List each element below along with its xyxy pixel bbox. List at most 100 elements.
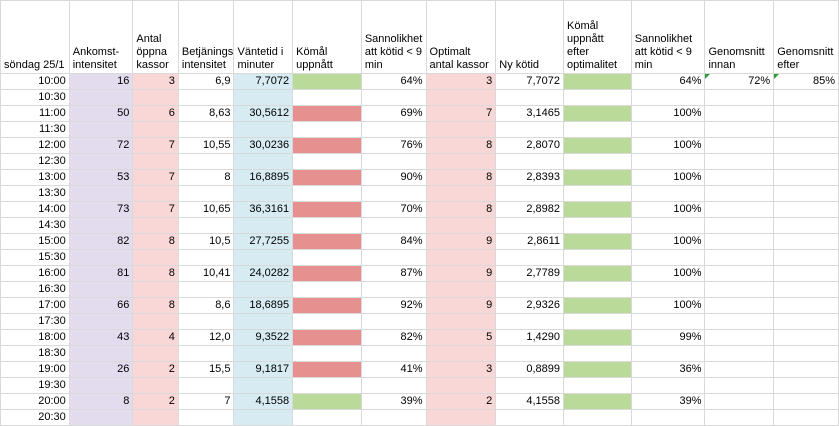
cell-time[interactable]: 14:00 (0, 201, 70, 218)
cell-goal-met-after[interactable] (562, 409, 632, 426)
cell-optimal-registers[interactable]: 9 (425, 233, 497, 250)
cell-goal-met[interactable] (292, 201, 362, 218)
cell-wait-time[interactable] (233, 409, 294, 426)
cell-new-wait[interactable] (495, 313, 564, 330)
cell-new-wait[interactable]: 7,7072 (495, 73, 564, 90)
cell-time[interactable]: 12:30 (0, 153, 70, 170)
cell-probability-after[interactable] (630, 281, 706, 298)
cell-new-wait[interactable]: 2,7789 (495, 265, 564, 282)
cell-service-rate[interactable] (177, 249, 235, 266)
cell-avg-after[interactable] (773, 153, 839, 170)
cell-goal-met[interactable] (292, 233, 362, 250)
cell-goal-met[interactable] (292, 137, 362, 154)
cell-probability-after[interactable] (630, 217, 706, 234)
cell-new-wait[interactable]: 2,8393 (495, 169, 564, 186)
cell-time[interactable]: 14:30 (0, 217, 70, 234)
cell-goal-met[interactable] (292, 329, 362, 346)
cell-wait-time[interactable] (233, 313, 294, 330)
cell-goal-met-after[interactable] (562, 313, 632, 330)
cell-open-registers[interactable]: 7 (132, 201, 179, 218)
cell-open-registers[interactable]: 6 (132, 105, 179, 122)
cell-probability-after[interactable]: 99% (630, 329, 706, 346)
cell-goal-met[interactable] (292, 297, 362, 314)
cell-wait-time[interactable]: 7,7072 (233, 73, 294, 90)
cell-avg-before[interactable] (704, 361, 775, 378)
cell-avg-before[interactable] (704, 409, 775, 426)
cell-wait-time[interactable]: 30,5612 (233, 105, 294, 122)
cell-wait-time[interactable]: 30,0236 (233, 137, 294, 154)
cell-avg-before[interactable] (704, 185, 775, 202)
header-cell-probability[interactable]: Sannolikhet att kötid < 9 min (360, 0, 427, 74)
cell-new-wait[interactable]: 1,4290 (495, 329, 564, 346)
cell-service-rate[interactable] (177, 377, 235, 394)
cell-new-wait[interactable] (495, 249, 564, 266)
cell-avg-after[interactable] (773, 297, 839, 314)
cell-new-wait[interactable] (495, 345, 564, 362)
cell-probability[interactable]: 69% (360, 105, 427, 122)
cell-goal-met[interactable] (292, 361, 362, 378)
cell-probability-after[interactable]: 64% (630, 73, 706, 90)
cell-probability[interactable] (360, 249, 427, 266)
cell-goal-met-after[interactable] (562, 265, 632, 282)
cell-optimal-registers[interactable] (425, 89, 497, 106)
cell-avg-before[interactable]: 72% (704, 73, 775, 90)
cell-wait-time[interactable] (233, 121, 294, 138)
header-cell-arrival[interactable]: Ankomst- intensitet (68, 0, 134, 74)
cell-goal-met-after[interactable] (562, 249, 632, 266)
cell-optimal-registers[interactable]: 8 (425, 201, 497, 218)
cell-open-registers[interactable] (132, 89, 179, 106)
cell-optimal-registers[interactable] (425, 185, 497, 202)
cell-time[interactable]: 16:00 (0, 265, 70, 282)
cell-avg-before[interactable] (704, 233, 775, 250)
cell-service-rate[interactable]: 6,9 (177, 73, 235, 90)
cell-new-wait[interactable] (495, 185, 564, 202)
cell-arrival[interactable] (68, 313, 134, 330)
cell-service-rate[interactable] (177, 185, 235, 202)
cell-avg-after[interactable] (773, 265, 839, 282)
cell-goal-met-after[interactable] (562, 377, 632, 394)
cell-wait-time[interactable] (233, 345, 294, 362)
cell-optimal-registers[interactable]: 8 (425, 169, 497, 186)
cell-time[interactable]: 11:30 (0, 121, 70, 138)
cell-time[interactable]: 20:30 (0, 409, 70, 426)
cell-probability[interactable]: 70% (360, 201, 427, 218)
cell-probability[interactable] (360, 345, 427, 362)
cell-probability-after[interactable]: 36% (630, 361, 706, 378)
cell-time[interactable]: 15:30 (0, 249, 70, 266)
cell-goal-met-after[interactable] (562, 137, 632, 154)
cell-new-wait[interactable] (495, 281, 564, 298)
cell-new-wait[interactable] (495, 89, 564, 106)
cell-arrival[interactable]: 26 (68, 361, 134, 378)
cell-probability-after[interactable]: 100% (630, 297, 706, 314)
cell-service-rate[interactable]: 10,5 (177, 233, 235, 250)
cell-avg-before[interactable] (704, 105, 775, 122)
cell-arrival[interactable]: 16 (68, 73, 134, 90)
header-cell-goal-met-after[interactable]: Kömål uppnått efter optimalitet (562, 0, 632, 74)
cell-open-registers[interactable] (132, 281, 179, 298)
cell-avg-before[interactable] (704, 217, 775, 234)
cell-arrival[interactable]: 53 (68, 169, 134, 186)
cell-time[interactable]: 11:00 (0, 105, 70, 122)
cell-arrival[interactable] (68, 89, 134, 106)
cell-avg-after[interactable] (773, 137, 839, 154)
cell-time[interactable]: 16:30 (0, 281, 70, 298)
cell-avg-before[interactable] (704, 377, 775, 394)
cell-probability-after[interactable] (630, 153, 706, 170)
cell-service-rate[interactable] (177, 89, 235, 106)
cell-goal-met-after[interactable] (562, 201, 632, 218)
cell-avg-before[interactable] (704, 201, 775, 218)
cell-avg-after[interactable] (773, 89, 839, 106)
cell-arrival[interactable] (68, 185, 134, 202)
cell-wait-time[interactable] (233, 153, 294, 170)
cell-service-rate[interactable]: 10,41 (177, 265, 235, 282)
cell-new-wait[interactable]: 2,8611 (495, 233, 564, 250)
cell-goal-met[interactable] (292, 185, 362, 202)
cell-wait-time[interactable]: 16,8895 (233, 169, 294, 186)
cell-open-registers[interactable] (132, 313, 179, 330)
cell-wait-time[interactable]: 9,1817 (233, 361, 294, 378)
cell-probability[interactable]: 84% (360, 233, 427, 250)
cell-optimal-registers[interactable]: 8 (425, 137, 497, 154)
cell-avg-after[interactable] (773, 249, 839, 266)
cell-goal-met-after[interactable] (562, 345, 632, 362)
cell-goal-met[interactable] (292, 89, 362, 106)
